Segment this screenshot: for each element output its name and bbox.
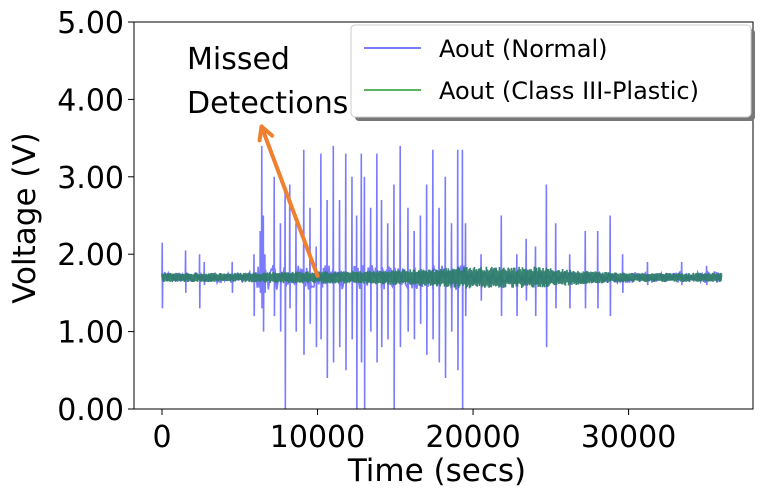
y-tick-label: 3.00 — [57, 161, 124, 196]
annotation: Missed Detections — [187, 42, 348, 278]
plot-frame — [133, 21, 754, 410]
legend-label-normal: Aout (Normal) — [439, 35, 608, 63]
series-line-plastic — [161, 266, 723, 289]
annotation-arrow-head — [257, 124, 275, 143]
x-axis-label: Time (secs) — [347, 453, 526, 489]
x-tick-label: 0 — [152, 420, 171, 455]
annotation-arrow-shaft — [259, 124, 320, 278]
legend-label-plastic: Aout (Class III-Plastic) — [439, 77, 699, 105]
x-tick-label: 20000 — [425, 420, 520, 455]
x-tick-label: 30000 — [581, 420, 676, 455]
x-tick-label: 10000 — [270, 420, 365, 455]
series-line-normal — [161, 145, 723, 409]
y-tick-label: 2.00 — [57, 238, 124, 273]
y-tick-label: 0.00 — [57, 393, 124, 428]
y-tick-label: 5.00 — [57, 6, 124, 41]
annotation-line-2: Detections — [187, 86, 348, 121]
legend: Aout (Normal) Aout (Class III-Plastic) — [350, 24, 755, 121]
y-tick-label: 1.00 — [57, 316, 124, 351]
y-tick-label: 4.00 — [57, 83, 124, 118]
y-axis-label: Voltage (V) — [7, 132, 43, 304]
annotation-line-1: Missed — [187, 42, 290, 77]
legend-box — [350, 24, 752, 118]
